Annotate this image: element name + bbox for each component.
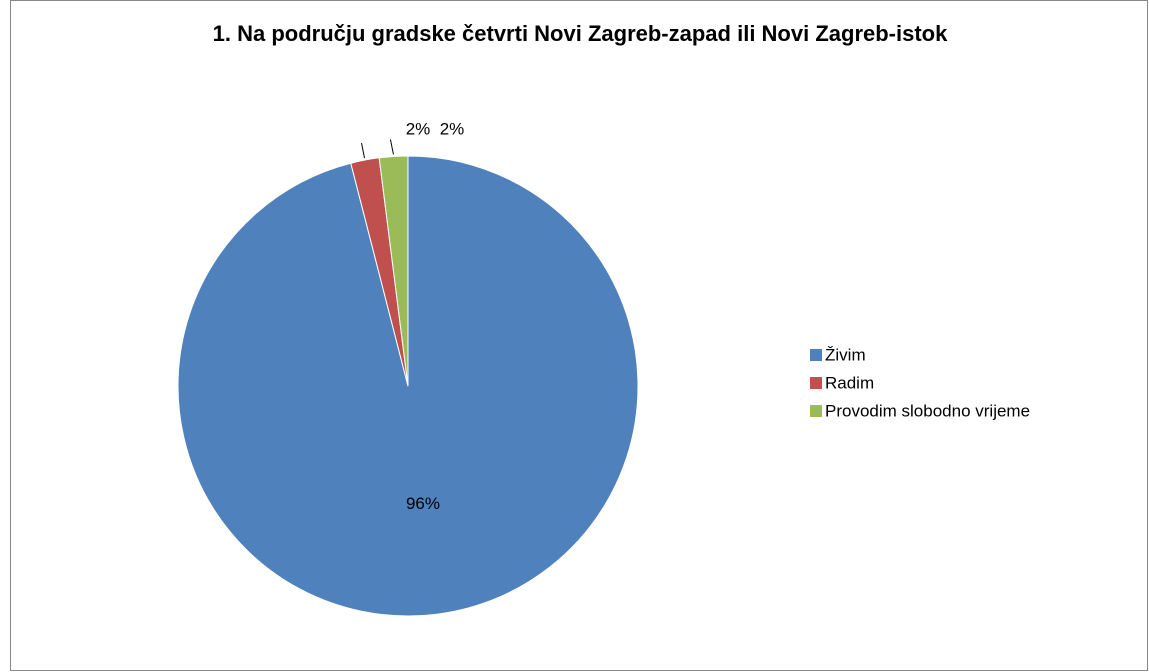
legend-label: Provodim slobodno vrijeme xyxy=(825,401,1030,420)
legend-label: Živim xyxy=(825,345,866,364)
chart-border xyxy=(10,0,1148,671)
legend-swatch xyxy=(810,377,822,389)
leader-line xyxy=(389,139,394,155)
chart-title: 1. Na području gradske četvrti Novi Zagr… xyxy=(212,21,948,46)
pie-slice xyxy=(378,155,409,387)
data-label: 2% xyxy=(406,119,431,138)
data-label: 2% xyxy=(440,119,465,138)
legend-swatch xyxy=(810,349,822,361)
leader-line xyxy=(361,143,366,159)
data-label: 96% xyxy=(406,494,440,513)
legend-swatch xyxy=(810,405,822,417)
legend-label: Radim xyxy=(825,373,874,392)
